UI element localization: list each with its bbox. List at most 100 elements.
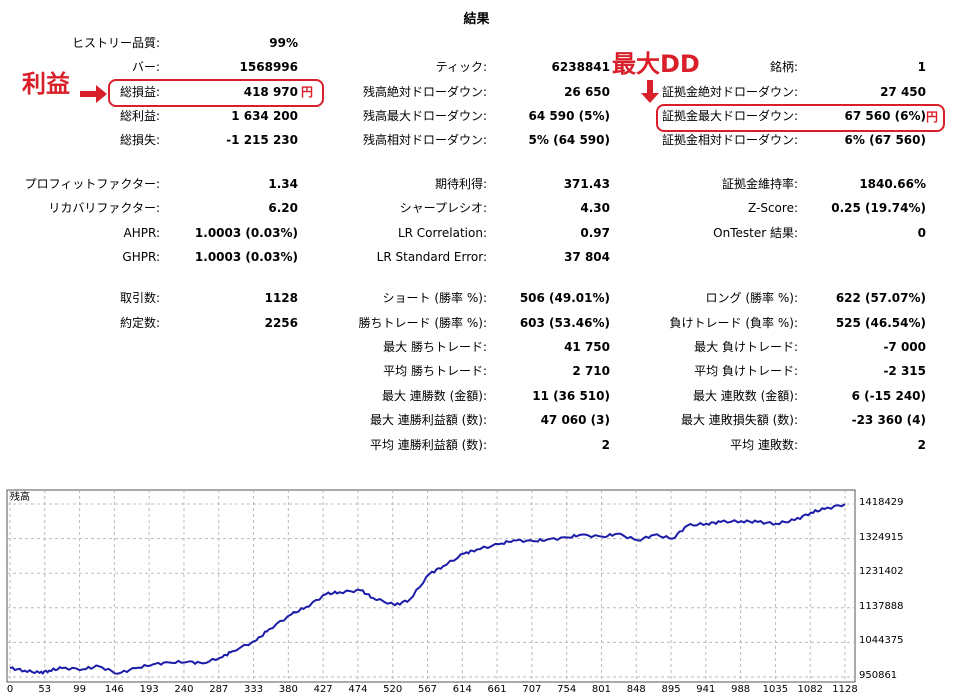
x-tick-label: 474 bbox=[348, 684, 368, 695]
col2-label: 残高相対ドローダウン: bbox=[362, 133, 487, 147]
col1-label: 総損失: bbox=[119, 133, 160, 147]
x-tick-label: 567 bbox=[417, 684, 438, 695]
col1-label: リカバリファクター: bbox=[48, 201, 160, 215]
col1-label: バー: bbox=[131, 60, 160, 74]
col2-label: 残高最大ドローダウン: bbox=[362, 109, 487, 123]
col3-label: 証拠金最大ドローダウン: bbox=[661, 109, 798, 123]
profit-annotation: 利益 bbox=[22, 70, 70, 98]
col3-label: 負けトレード (負率 %): bbox=[669, 316, 798, 330]
x-tick-label: 988 bbox=[731, 684, 751, 695]
arrow-down-icon bbox=[641, 80, 659, 103]
col2-value: 64 590 (5%) bbox=[528, 109, 610, 123]
x-tick-label: 240 bbox=[174, 684, 194, 695]
x-tick-label: 707 bbox=[522, 684, 542, 695]
col3-label: 最大 負けトレード: bbox=[694, 340, 798, 354]
col2-label: 残高絶対ドローダウン: bbox=[362, 85, 487, 99]
col1-value: 1 634 200 bbox=[231, 109, 298, 123]
x-tick-label: 380 bbox=[278, 684, 298, 695]
profit-highlight-box bbox=[108, 79, 324, 107]
x-tick-label: 895 bbox=[661, 684, 681, 695]
col2-value: 41 750 bbox=[564, 340, 610, 354]
x-tick-label: 99 bbox=[73, 684, 86, 695]
x-tick-label: 53 bbox=[38, 684, 52, 695]
y-tick-label: 1137888 bbox=[859, 600, 904, 612]
col2-label: シャープレシオ: bbox=[399, 201, 487, 215]
x-tick-label: 193 bbox=[139, 684, 159, 695]
col1-value: 418 970 bbox=[243, 85, 298, 99]
profit-yen-unit: 円 bbox=[301, 85, 314, 99]
col2-label: 最大 連勝利益額 (数): bbox=[369, 413, 487, 427]
col3-label: 最大 連敗数 (金額): bbox=[692, 389, 798, 403]
col2-label: ティック: bbox=[435, 60, 487, 74]
x-tick-label: 848 bbox=[626, 684, 646, 695]
col3-label: 平均 負けトレード: bbox=[694, 364, 798, 378]
col2-value: 4.30 bbox=[580, 201, 610, 215]
x-tick-label: 754 bbox=[557, 684, 577, 695]
col3-label: 証拠金相対ドローダウン: bbox=[661, 133, 798, 147]
col3-value: 525 (46.54%) bbox=[835, 316, 926, 330]
col3-value: 0 bbox=[917, 226, 926, 240]
maxdd-highlight-box bbox=[656, 104, 945, 132]
col3-label: OnTester 結果: bbox=[713, 226, 798, 240]
y-tick-label: 1231402 bbox=[859, 566, 904, 578]
col3-value: 6 (-15 240) bbox=[851, 389, 926, 403]
col2-value: 506 (49.01%) bbox=[519, 291, 610, 305]
col2-value: 371.43 bbox=[563, 177, 610, 191]
col2-label: 平均 勝ちトレード: bbox=[383, 364, 487, 378]
col2-value: 37 804 bbox=[564, 250, 610, 264]
col3-value: 27 450 bbox=[880, 85, 926, 99]
col1-label: 総損益: bbox=[119, 85, 160, 99]
col1-label: GHPR: bbox=[122, 250, 160, 264]
x-tick-label: 661 bbox=[487, 684, 507, 695]
col1-value: 1.0003 (0.03%) bbox=[194, 250, 298, 264]
col1-value: 1128 bbox=[264, 291, 298, 305]
col2-value: 47 060 (3) bbox=[540, 413, 610, 427]
x-tick-label: 427 bbox=[313, 684, 333, 695]
col3-label: ロング (勝率 %): bbox=[705, 291, 798, 305]
col1-value: 99% bbox=[269, 36, 298, 50]
col2-label: 平均 連勝利益額 (数): bbox=[369, 438, 487, 452]
col3-value: -23 360 (4) bbox=[851, 413, 926, 427]
y-tick-label: 950861 bbox=[859, 670, 898, 681]
col3-label: 銘柄: bbox=[769, 60, 798, 74]
col3-value: 1840.66% bbox=[859, 177, 926, 191]
col1-label: 取引数: bbox=[119, 291, 160, 305]
arrow-right-icon bbox=[80, 85, 107, 103]
x-tick-label: 1128 bbox=[832, 684, 858, 695]
col2-label: 最大 勝ちトレード: bbox=[383, 340, 487, 354]
col1-label: 総利益: bbox=[119, 109, 160, 123]
col3-label: 証拠金維持率: bbox=[721, 177, 798, 191]
col2-value: 2 bbox=[601, 438, 610, 452]
y-tick-label: 1324915 bbox=[859, 531, 904, 543]
chart-title: 残高 bbox=[10, 492, 30, 503]
x-tick-label: 801 bbox=[591, 684, 611, 695]
col1-label: プロフィットファクター: bbox=[24, 177, 160, 191]
col2-value: 26 650 bbox=[564, 85, 610, 99]
col2-label: 最大 連勝数 (金額): bbox=[381, 389, 487, 403]
col2-value: 2 710 bbox=[572, 364, 610, 378]
col2-label: LR Standard Error: bbox=[376, 250, 487, 264]
col2-value: 0.97 bbox=[580, 226, 610, 240]
col3-value: -2 315 bbox=[883, 364, 926, 378]
col3-value: -7 000 bbox=[883, 340, 926, 354]
x-tick-label: 333 bbox=[243, 684, 264, 695]
col2-label: 期待利得: bbox=[434, 177, 487, 191]
col3-label: 証拠金絶対ドローダウン: bbox=[661, 85, 798, 99]
x-tick-label: 614 bbox=[452, 684, 472, 695]
x-tick-label: 1082 bbox=[797, 684, 823, 695]
col1-label: 約定数: bbox=[119, 316, 160, 330]
col1-value: 1568996 bbox=[239, 60, 298, 74]
chart-frame bbox=[6, 489, 856, 683]
page-title: 結果 bbox=[463, 12, 490, 27]
col1-value: 1.0003 (0.03%) bbox=[194, 226, 298, 240]
col3-label: 平均 連敗数: bbox=[730, 438, 798, 452]
col3-value: 6% (67 560) bbox=[844, 133, 926, 147]
col1-value: 6.20 bbox=[268, 201, 298, 215]
col3-value: 2 bbox=[917, 438, 926, 452]
x-tick-label: 287 bbox=[209, 684, 229, 695]
col2-value: 11 (36 510) bbox=[532, 389, 610, 403]
col1-value: 2256 bbox=[264, 316, 298, 330]
x-tick-label: 520 bbox=[383, 684, 403, 695]
balance-line bbox=[9, 503, 846, 675]
y-tick-label: 1044375 bbox=[859, 635, 904, 647]
